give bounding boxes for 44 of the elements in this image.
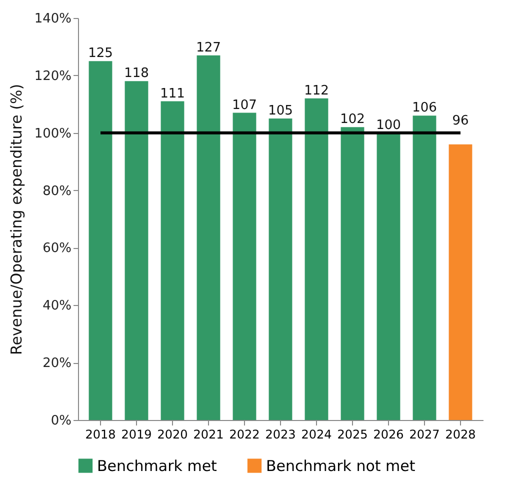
data-label: 125 bbox=[88, 46, 113, 62]
bar bbox=[160, 101, 184, 420]
x-tick-label: 2026 bbox=[373, 428, 404, 442]
x-tick-label: 2019 bbox=[121, 428, 152, 442]
bar bbox=[232, 112, 256, 420]
bar bbox=[376, 132, 400, 420]
x-tick-label: 2027 bbox=[409, 428, 440, 442]
bar bbox=[340, 127, 364, 420]
x-tick-label: 2024 bbox=[301, 428, 332, 442]
data-label: 102 bbox=[340, 112, 365, 128]
y-axis-title: Revenue/Operating expenditure (%) bbox=[7, 84, 26, 356]
y-tick-label: 40% bbox=[42, 298, 72, 314]
bar bbox=[412, 116, 436, 420]
x-tick-label: 2028 bbox=[445, 428, 476, 442]
y-tick-label: 100% bbox=[34, 126, 72, 142]
bar bbox=[196, 55, 220, 420]
data-label: 127 bbox=[196, 40, 221, 56]
data-label: 112 bbox=[304, 83, 329, 98]
y-tick-label: 20% bbox=[42, 356, 72, 372]
x-tick-label: 2022 bbox=[229, 428, 260, 442]
legend-label: Benchmark met bbox=[97, 456, 218, 475]
y-tick-label: 60% bbox=[42, 241, 72, 256]
data-label: 96 bbox=[452, 114, 469, 129]
x-tick-label: 2025 bbox=[337, 428, 368, 442]
data-label: 106 bbox=[412, 100, 437, 116]
bar bbox=[88, 61, 112, 420]
x-tick-label: 2018 bbox=[85, 428, 116, 442]
bar bbox=[448, 144, 472, 420]
x-tick-label: 2020 bbox=[157, 428, 188, 442]
x-tick-label: 2023 bbox=[265, 428, 296, 442]
bar bbox=[268, 118, 292, 420]
data-label: 107 bbox=[232, 98, 257, 113]
data-label: 118 bbox=[124, 66, 149, 82]
data-label: 111 bbox=[160, 86, 185, 102]
y-tick-label: 120% bbox=[34, 68, 72, 84]
data-label: 100 bbox=[376, 118, 401, 133]
y-tick-label: 80% bbox=[42, 184, 72, 199]
bar bbox=[124, 81, 148, 420]
y-tick-label: 0% bbox=[50, 414, 72, 428]
bar bbox=[304, 98, 328, 420]
x-tick-label: 2021 bbox=[193, 428, 224, 442]
legend-label: Benchmark not met bbox=[266, 456, 416, 475]
data-label: 105 bbox=[268, 104, 293, 118]
y-tick-label: 140% bbox=[34, 12, 72, 26]
